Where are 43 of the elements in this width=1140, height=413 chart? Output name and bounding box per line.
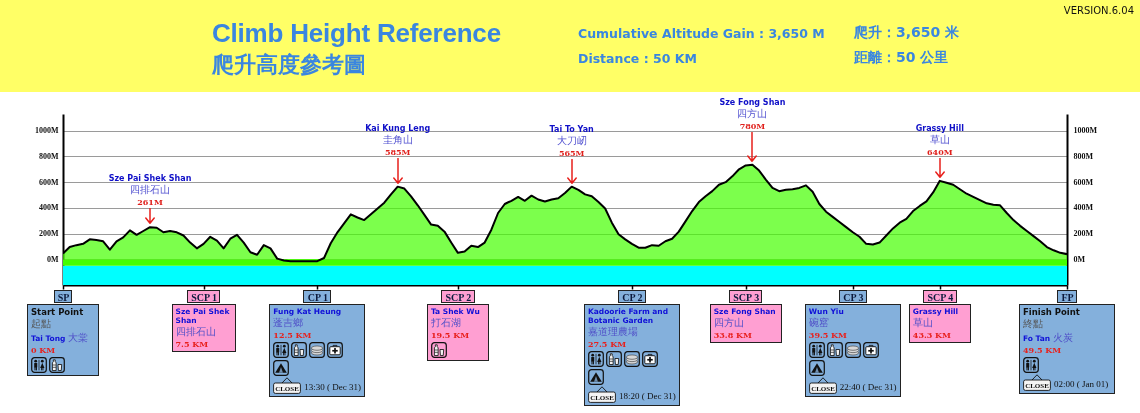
- annotation: 草山: [928, 133, 951, 147]
- y2-tick-label: 0M: [1073, 254, 1086, 264]
- text: 距離：50 公里: [854, 49, 949, 67]
- text: Distance : 50 KM: [578, 51, 697, 66]
- text: 爬升：3,650 米: [854, 24, 960, 42]
- annotation: 圭角山: [381, 133, 414, 147]
- y-tick-label: 800M: [38, 151, 59, 161]
- y-tick-label: 200M: [38, 229, 59, 239]
- annotation: 大刀屻: [555, 133, 588, 148]
- annotation: 640M: [926, 146, 954, 157]
- y2-tick-label: 600M: [1073, 177, 1094, 187]
- annotation: Sze Pai Shek Shan: [108, 174, 192, 184]
- chart-subtitle: 爬升高度參考圖: [212, 51, 366, 79]
- x-tick-label: SP: [57, 291, 70, 303]
- annotation: Tai To Yan: [549, 124, 594, 134]
- x-tick-label: SCP 4: [927, 291, 954, 303]
- annotation: Kai Kung Leng: [365, 123, 431, 133]
- y2-tick-label: 1000M: [1073, 126, 1098, 136]
- annotation: 565M: [557, 147, 586, 158]
- x-tick-label: CP 3: [843, 291, 864, 303]
- annotation: Grassy Hill: [915, 123, 964, 133]
- x-tick-label: CP 1: [307, 291, 328, 303]
- annotation: 四排石山: [129, 183, 171, 198]
- x-tick-label: SCP 1: [191, 291, 217, 303]
- annotation: 261M: [136, 197, 164, 208]
- y2-tick-label: 400M: [1073, 203, 1094, 213]
- text: Sze Fong Shan: [719, 97, 786, 107]
- y-tick-label: 1000M: [34, 126, 59, 136]
- x-tick-label: SCP 2: [445, 291, 472, 303]
- y2-tick-label: 200M: [1073, 229, 1094, 239]
- x-tick-label: FP: [1061, 291, 1074, 303]
- annotation: 585M: [383, 146, 412, 157]
- chart-title: Climb Height Reference: [212, 18, 501, 49]
- annotation: 780M: [738, 120, 767, 131]
- y-tick-label: 600M: [38, 177, 59, 187]
- y-tick-label: 400M: [38, 203, 59, 213]
- x-tick-label: CP 2: [622, 291, 643, 303]
- text: VERSION.6.04: [1063, 5, 1134, 16]
- annotation: 四方山: [736, 107, 769, 121]
- y-tick-label: 0M: [46, 254, 59, 264]
- text: Cumulative Altitude Gain : 3,650 M: [578, 26, 825, 41]
- y2-tick-label: 800M: [1073, 151, 1094, 161]
- x-tick-label: SCP 3: [733, 291, 760, 303]
